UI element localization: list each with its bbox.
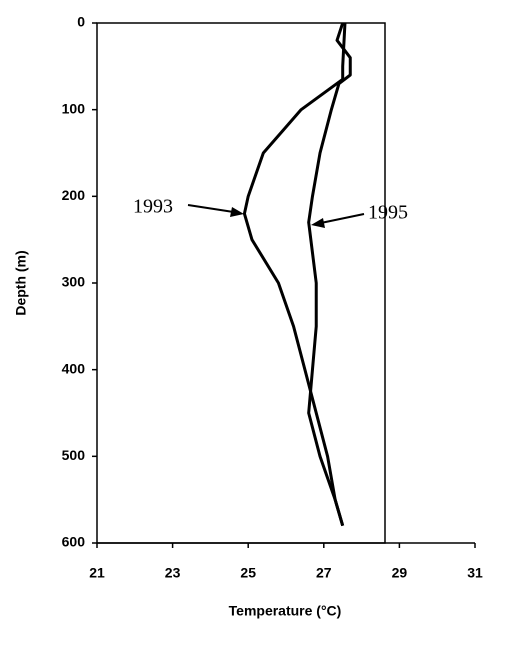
x-tick-label: 27 bbox=[316, 565, 332, 581]
x-tick-label: 25 bbox=[240, 565, 256, 581]
y-tick-label: 600 bbox=[62, 534, 86, 550]
y-tick-label: 200 bbox=[62, 187, 86, 203]
y-tick-label: 0 bbox=[77, 14, 85, 30]
y-tick-label: 500 bbox=[62, 447, 86, 463]
series-line bbox=[242, 22, 347, 527]
plot-frame bbox=[96, 22, 386, 544]
y-tick-label: 100 bbox=[62, 100, 86, 116]
y-tick-label: 300 bbox=[62, 274, 86, 290]
x-tick-label: 29 bbox=[392, 565, 408, 581]
x-tick-label: 21 bbox=[89, 565, 105, 581]
arrow-head bbox=[311, 218, 325, 228]
annotation: 1995 bbox=[368, 202, 408, 224]
arrow bbox=[315, 213, 365, 225]
x-axis-title: Temperature (°C) bbox=[229, 603, 342, 619]
x-tick-label: 23 bbox=[165, 565, 181, 581]
arrow-head bbox=[230, 207, 244, 217]
annotation: 1993 bbox=[133, 196, 173, 218]
y-tick-label: 400 bbox=[62, 360, 86, 376]
series-line bbox=[307, 22, 352, 527]
x-tick-label: 31 bbox=[467, 565, 483, 581]
y-axis-title: Depth (m) bbox=[13, 250, 29, 315]
